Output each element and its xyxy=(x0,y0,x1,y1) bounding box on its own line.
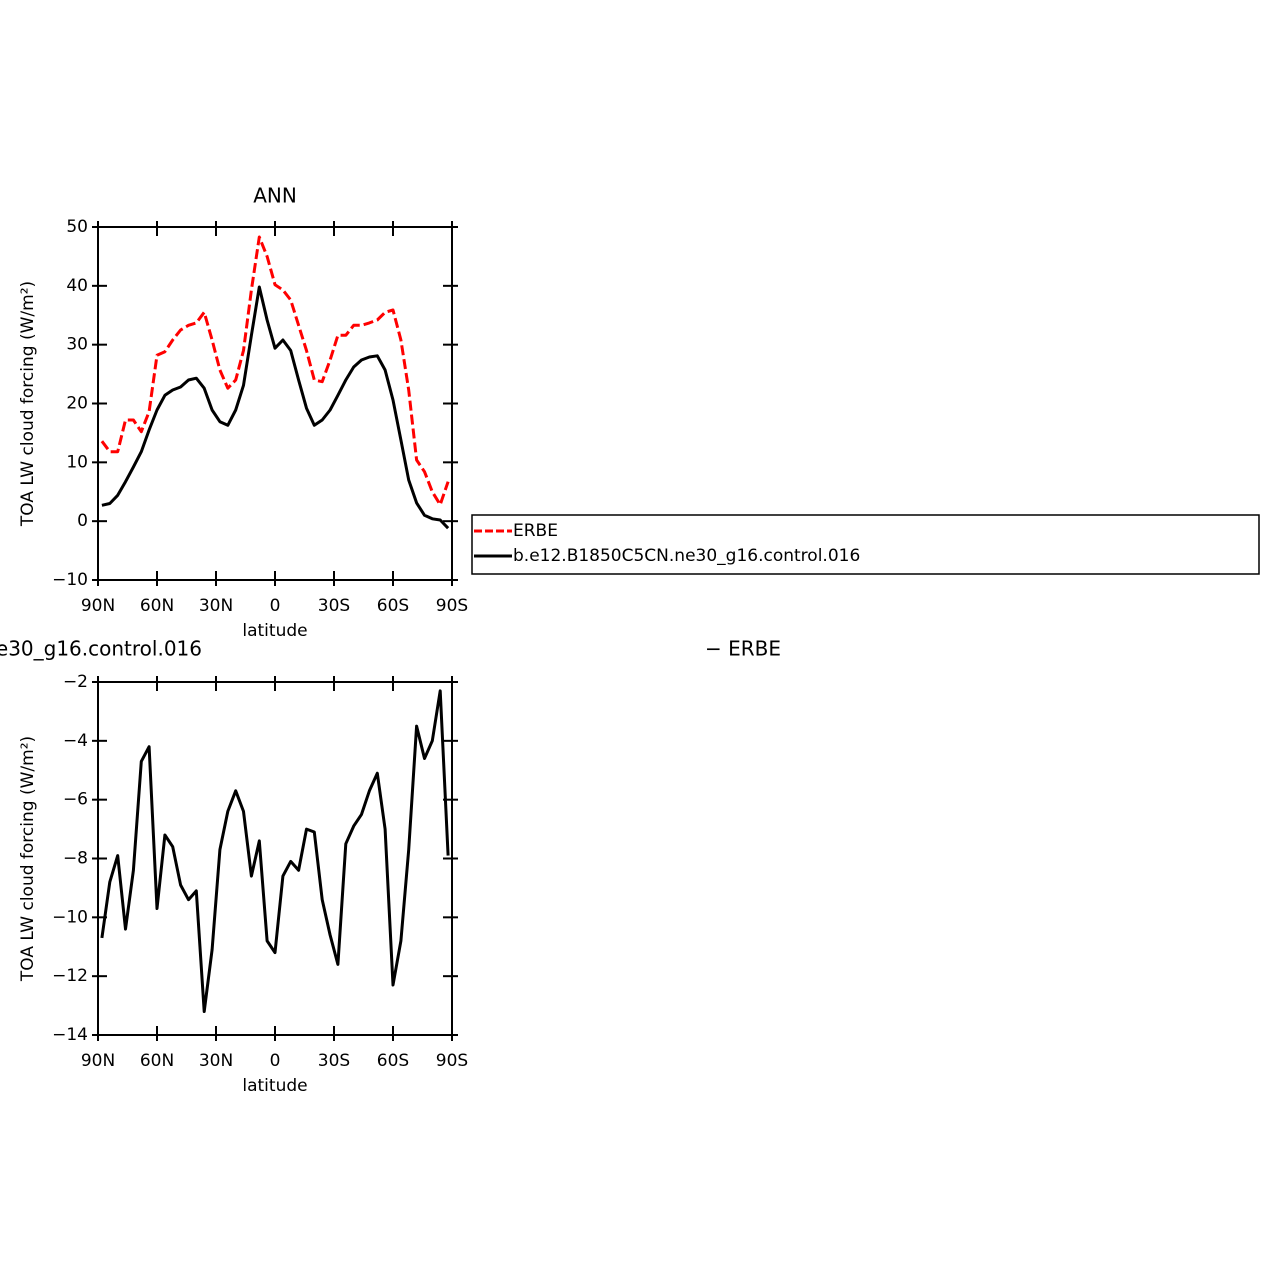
x-tick-label: 60S xyxy=(377,1051,409,1071)
y-tick-label: −4 xyxy=(63,731,88,751)
legend-box xyxy=(471,514,1260,575)
y-tick-label: −8 xyxy=(63,849,88,869)
y-tick-label: 20 xyxy=(66,394,88,414)
x-tick-label: 60S xyxy=(377,596,409,616)
y-tick-label: 0 xyxy=(77,511,88,531)
x-tick-label: 30S xyxy=(318,1051,350,1071)
data-line xyxy=(100,235,450,507)
legend-label: ERBE xyxy=(513,521,558,541)
x-tick-label: 60N xyxy=(140,1051,174,1071)
x-tick-label: 90S xyxy=(436,1051,468,1071)
x-tick-label: 60N xyxy=(140,596,174,616)
data-line xyxy=(100,689,450,1013)
data-line xyxy=(101,285,450,530)
y-tick-label: 40 xyxy=(66,276,88,296)
y-tick-label: −14 xyxy=(52,1025,88,1045)
chart-title: b.e12.B1850C5CN.ne30_g16.control.016 xyxy=(0,637,202,661)
y-axis-label: TOA LW cloud forcing (W/m²) xyxy=(18,736,38,982)
chart-title: − ERBE xyxy=(705,637,781,661)
plot-frame xyxy=(97,681,453,1036)
legend-label: b.e12.B1850C5CN.ne30_g16.control.016 xyxy=(513,546,860,566)
plot-frame xyxy=(97,226,453,581)
x-tick-label: 0 xyxy=(270,596,281,616)
y-tick-label: −10 xyxy=(52,570,88,590)
x-tick-label: 30N xyxy=(199,1051,233,1071)
x-tick-label: 90N xyxy=(81,1051,115,1071)
y-tick-label: −2 xyxy=(63,672,88,692)
chart-title: ANN xyxy=(253,184,297,208)
x-tick-label: 90N xyxy=(81,596,115,616)
x-tick-label: 0 xyxy=(270,1051,281,1071)
y-tick-label: −10 xyxy=(52,907,88,927)
y-tick-label: 50 xyxy=(66,217,88,237)
y-tick-label: −12 xyxy=(52,966,88,986)
x-axis-label: latitude xyxy=(242,1076,307,1096)
y-tick-label: −6 xyxy=(63,790,88,810)
x-tick-label: 30S xyxy=(318,596,350,616)
x-tick-label: 30N xyxy=(199,596,233,616)
y-tick-label: 10 xyxy=(66,452,88,472)
y-tick-label: 30 xyxy=(66,335,88,355)
x-tick-label: 90S xyxy=(436,596,468,616)
y-axis-label: TOA LW cloud forcing (W/m²) xyxy=(18,281,38,527)
x-axis-label: latitude xyxy=(242,621,307,641)
